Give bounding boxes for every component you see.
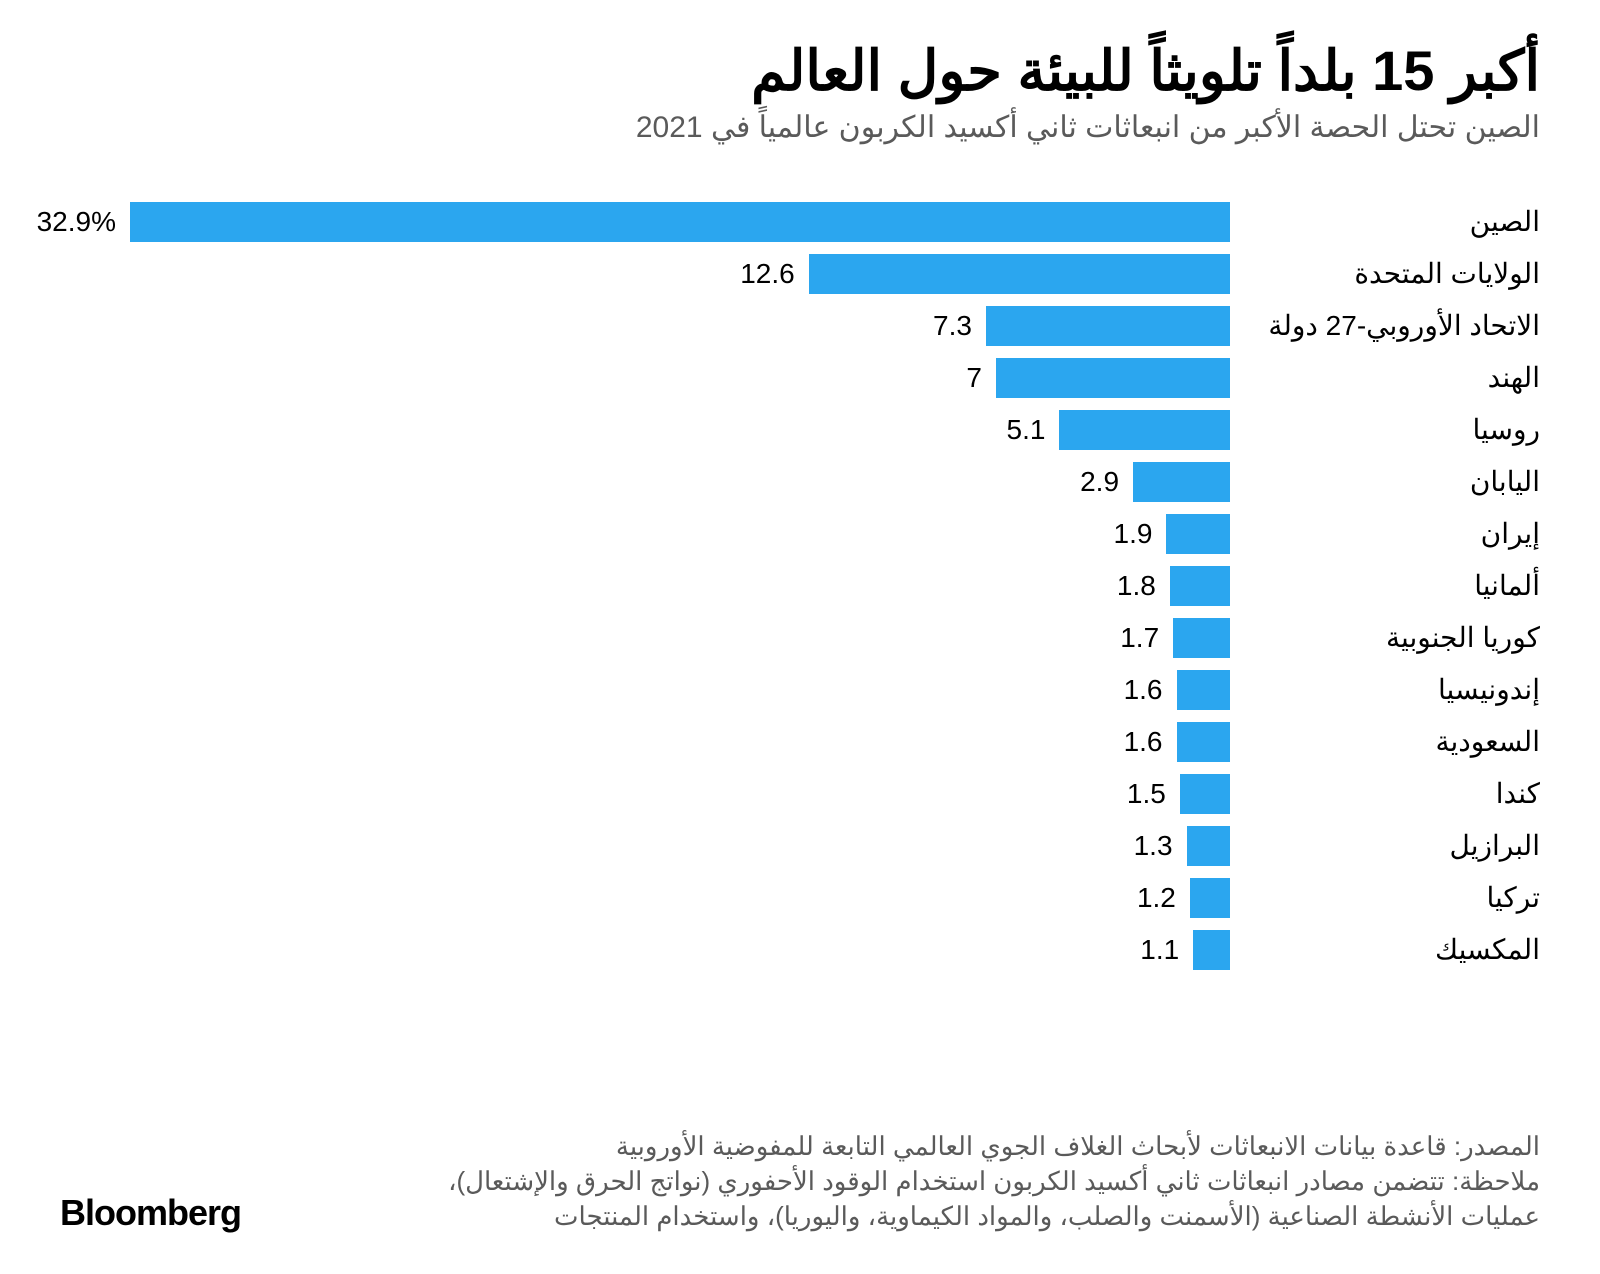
- bar-row: البرازيل 1.3: [60, 820, 1540, 872]
- bar-area: 5.1: [60, 410, 1230, 450]
- bar-area: 1.3: [60, 826, 1230, 866]
- chart-subtitle: الصين تحتل الحصة الأكبر من انبعاثات ثاني…: [60, 110, 1540, 146]
- bar: [1170, 566, 1230, 606]
- bar-category-label: الاتحاد الأوروبي-27 دولة: [1230, 309, 1540, 342]
- bar-area: 1.1: [60, 930, 1230, 970]
- bar-area: 1.2: [60, 878, 1230, 918]
- bar-value-label: 32.9%: [37, 206, 130, 238]
- bar-row: تركيا 1.2: [60, 872, 1540, 924]
- footer: المصدر: قاعدة بيانات الانبعاثات لأبحاث ا…: [60, 1129, 1540, 1234]
- bar-value-label: 7.3: [933, 310, 986, 342]
- bar-area: 12.6: [60, 254, 1230, 294]
- chart-title: أكبر 15 بلداً تلويثاً للبيئة حول العالم: [60, 40, 1540, 102]
- bar-row: الاتحاد الأوروبي-27 دولة 7.3: [60, 300, 1540, 352]
- bar-row: روسيا 5.1: [60, 404, 1540, 456]
- bar-value-label: 1.9: [1114, 518, 1167, 550]
- bar-area: 32.9%: [37, 202, 1230, 242]
- bar-value-label: 7: [966, 362, 996, 394]
- bar-value-label: 5.1: [1007, 414, 1060, 446]
- bar-chart: الصين32.9% الولايات المتحدة 12.6 الاتحاد ال…: [60, 196, 1540, 976]
- bar: [1173, 618, 1230, 658]
- bar-category-label: ألمانيا: [1230, 569, 1540, 602]
- bar-value-label: 2.9: [1080, 466, 1133, 498]
- bar-value-label: 1.2: [1137, 882, 1190, 914]
- bar-category-label: كندا: [1230, 777, 1540, 810]
- bar-row: الهند 7: [60, 352, 1540, 404]
- bar-area: 1.6: [60, 722, 1230, 762]
- bar: [1187, 826, 1230, 866]
- bar: [1180, 774, 1230, 814]
- bar-row: الولايات المتحدة 12.6: [60, 248, 1540, 300]
- bar-category-label: روسيا: [1230, 413, 1540, 446]
- bar-category-label: البرازيل: [1230, 829, 1540, 862]
- bar-row: إيران 1.9: [60, 508, 1540, 560]
- source-line: المصدر: قاعدة بيانات الانبعاثات لأبحاث ا…: [440, 1129, 1540, 1164]
- bar-value-label: 1.8: [1117, 570, 1170, 602]
- bar-area: 7.3: [60, 306, 1230, 346]
- bar-row: إندونيسيا 1.6: [60, 664, 1540, 716]
- bar-value-label: 12.6: [740, 258, 809, 290]
- bar-area: 1.9: [60, 514, 1230, 554]
- bar-row: المكسيك 1.1: [60, 924, 1540, 976]
- bar-row: كندا 1.5: [60, 768, 1540, 820]
- bar-category-label: المكسيك: [1230, 933, 1540, 966]
- bar-row: الصين32.9%: [60, 196, 1540, 248]
- bar-category-label: اليابان: [1230, 465, 1540, 498]
- bar: [1177, 722, 1230, 762]
- bar-area: 1.8: [60, 566, 1230, 606]
- bar-category-label: تركيا: [1230, 881, 1540, 914]
- bar-row: السعودية 1.6: [60, 716, 1540, 768]
- bar: [130, 202, 1230, 242]
- bar-value-label: 1.6: [1124, 726, 1177, 758]
- bar-area: 1.7: [60, 618, 1230, 658]
- bar-area: 7: [60, 358, 1230, 398]
- bar: [1177, 670, 1230, 710]
- bar-row: ألمانيا 1.8: [60, 560, 1540, 612]
- bar-value-label: 1.3: [1134, 830, 1187, 862]
- bar: [1193, 930, 1230, 970]
- bar: [1059, 410, 1230, 450]
- bar: [809, 254, 1230, 294]
- footer-text: المصدر: قاعدة بيانات الانبعاثات لأبحاث ا…: [440, 1129, 1540, 1234]
- bar: [996, 358, 1230, 398]
- bar-area: 1.6: [60, 670, 1230, 710]
- page: أكبر 15 بلداً تلويثاً للبيئة حول العالم …: [0, 0, 1600, 1274]
- bar-category-label: الولايات المتحدة: [1230, 257, 1540, 290]
- bar-area: 1.5: [60, 774, 1230, 814]
- bar-row: كوريا الجنوبية 1.7: [60, 612, 1540, 664]
- bar: [986, 306, 1230, 346]
- note-line: ملاحظة: تتضمن مصادر انبعاثات ثاني أكسيد …: [440, 1164, 1540, 1234]
- bar-value-label: 1.7: [1120, 622, 1173, 654]
- bar-category-label: الصين: [1230, 205, 1540, 238]
- bar-value-label: 1.5: [1127, 778, 1180, 810]
- bar-value-label: 1.6: [1124, 674, 1177, 706]
- bar-value-label: 1.1: [1140, 934, 1193, 966]
- bar-category-label: السعودية: [1230, 725, 1540, 758]
- bar: [1190, 878, 1230, 918]
- bar: [1133, 462, 1230, 502]
- bar-row: اليابان 2.9: [60, 456, 1540, 508]
- bar-category-label: إندونيسيا: [1230, 673, 1540, 706]
- brand-logo: Bloomberg: [60, 1192, 241, 1234]
- bar: [1166, 514, 1230, 554]
- bar-category-label: الهند: [1230, 361, 1540, 394]
- bar-category-label: إيران: [1230, 517, 1540, 550]
- bar-category-label: كوريا الجنوبية: [1230, 621, 1540, 654]
- bar-area: 2.9: [60, 462, 1230, 502]
